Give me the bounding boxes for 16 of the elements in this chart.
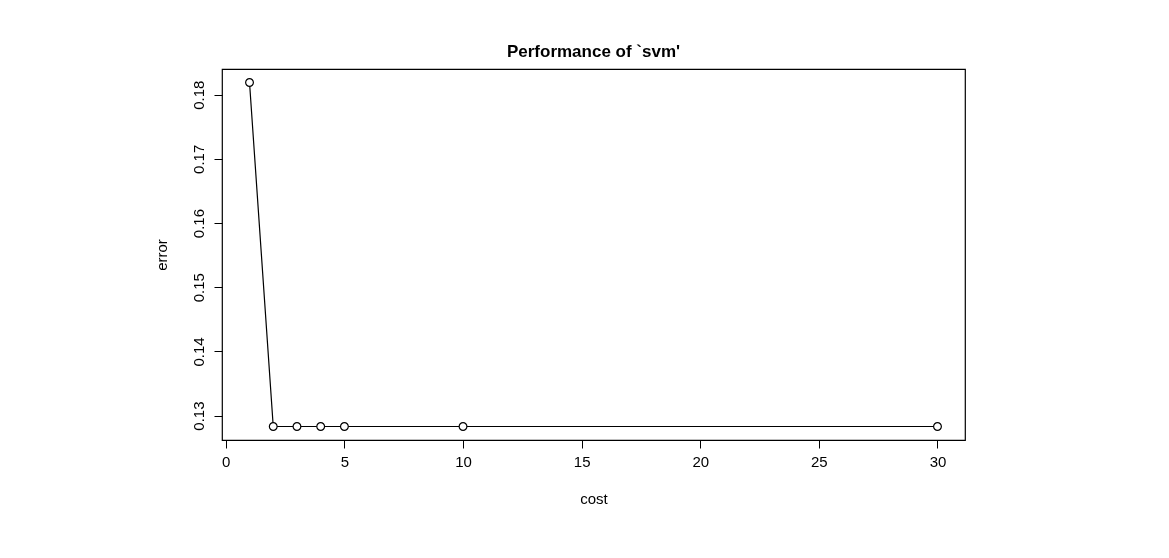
x-tick-label: 0 — [222, 452, 231, 470]
y-tick-label: 0.17 — [189, 144, 207, 174]
x-tick-label: 30 — [929, 452, 947, 470]
x-tick-label: 25 — [811, 452, 828, 470]
y-tick-label: 0.18 — [189, 80, 207, 110]
y-tick-label: 0.16 — [189, 208, 207, 239]
chart-title: Performance of `svm' — [506, 42, 681, 61]
x-axis-title: cost — [580, 489, 609, 507]
x-tick-label: 15 — [573, 452, 591, 470]
x-tick-label: 5 — [340, 452, 350, 470]
x-tick-label: 20 — [692, 452, 710, 470]
y-tick-label: 0.15 — [189, 273, 207, 303]
x-tick-label: 10 — [455, 452, 472, 470]
y-axis-title: error — [152, 239, 170, 271]
y-tick-label: 0.14 — [189, 337, 207, 367]
y-tick-label: 0.13 — [189, 401, 207, 431]
